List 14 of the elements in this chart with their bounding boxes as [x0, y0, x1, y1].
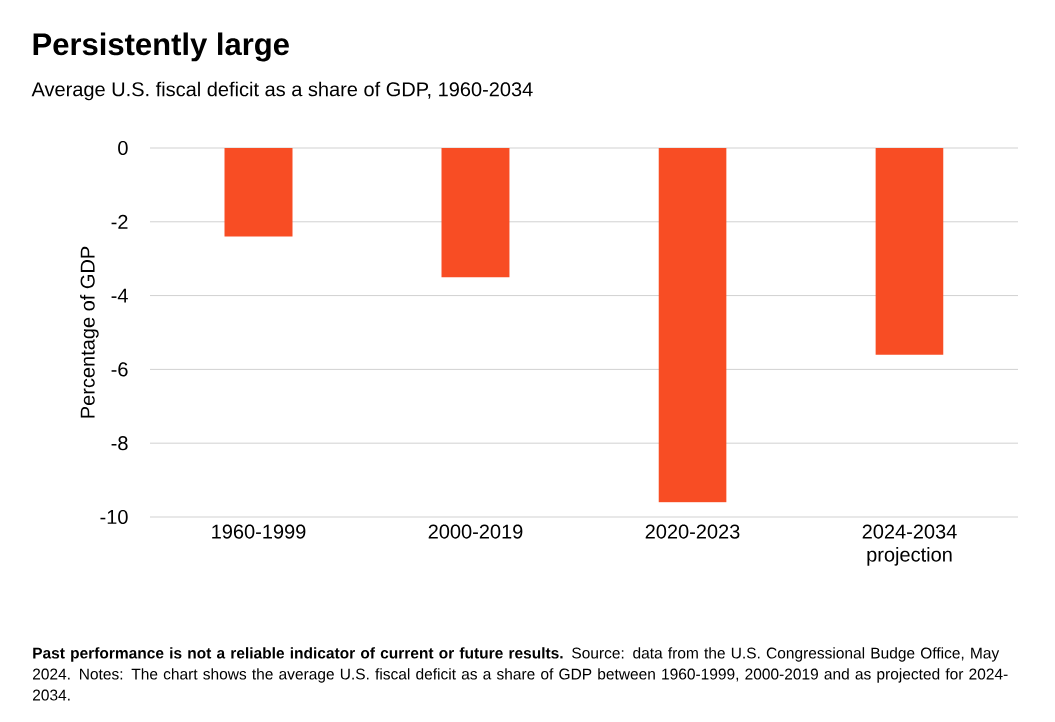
x-tick-label: 2020-2023 [645, 524, 740, 539]
y-tick-label: -8 [111, 436, 128, 451]
x-tick-label: 1960-1999 [212, 524, 306, 539]
x-tick-label: 2000-2019 [428, 524, 523, 539]
y-axis-title: Percentage of GDP [80, 246, 99, 418]
y-tick-label: -10 [100, 509, 128, 525]
y-tick-label: -2 [111, 214, 128, 229]
x-tick-label: 2024-2034 projection [862, 524, 957, 566]
text: Past performance is not a reliable indicator of current or future results. Source: data from the U.S. Congressional Budge Office, May 2024. Notes: The chart shows the average U.S. fiscal deficit as a share of GDP between 1960-1999, 2000-2019 and as projected for 2024-2034. [32, 647, 1008, 701]
chart-subtitle: Average U.S. fiscal deficit as a share of GDP, 1960-2034 [31, 81, 533, 101]
chart-title: Persistently large [33, 32, 289, 62]
y-tick-label: 0 [118, 140, 128, 156]
y-tick-label: -6 [111, 362, 128, 377]
y-tick-label: -4 [111, 288, 128, 303]
